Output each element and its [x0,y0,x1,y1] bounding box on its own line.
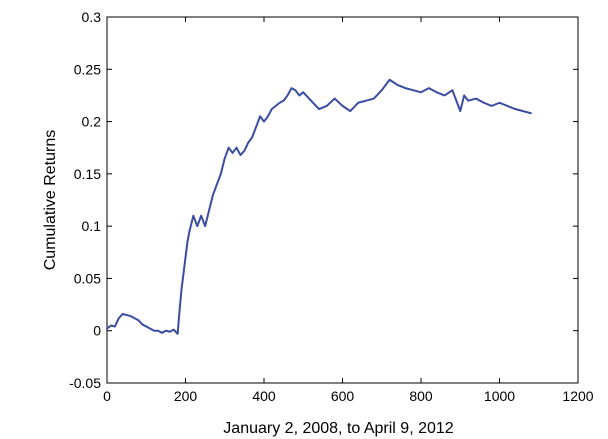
x-tick-label: 800 [409,388,433,404]
y-tick-label: -0.05 [69,375,101,391]
y-tick-label: 0 [93,323,101,339]
x-axis-ticks: 0 200 400 600 800 1000 1200 [103,17,594,404]
y-axis-ticks: -0.05 0 0.05 0.1 0.15 0.2 0.25 0.3 [69,9,578,391]
y-tick-label: 0.25 [74,61,101,77]
x-axis-title: January 2, 2008, to April 9, 2012 [223,420,453,437]
x-tick-label: 600 [331,388,355,404]
y-tick-label: 0.1 [82,218,102,234]
x-tick-label: 200 [174,388,198,404]
series-layer [106,78,532,335]
x-tick-label: 1200 [562,388,593,404]
x-tick-label: 1000 [484,388,515,404]
x-tick-label: 0 [103,388,111,404]
y-tick-label: 0.15 [74,166,101,182]
y-tick-label: 0.3 [82,9,102,25]
series-line [106,78,532,335]
y-tick-label: 0.05 [74,270,101,286]
y-axis-title: Cumulative Returns [42,130,59,271]
x-tick-label: 400 [252,388,276,404]
y-tick-label: 0.2 [82,114,102,130]
